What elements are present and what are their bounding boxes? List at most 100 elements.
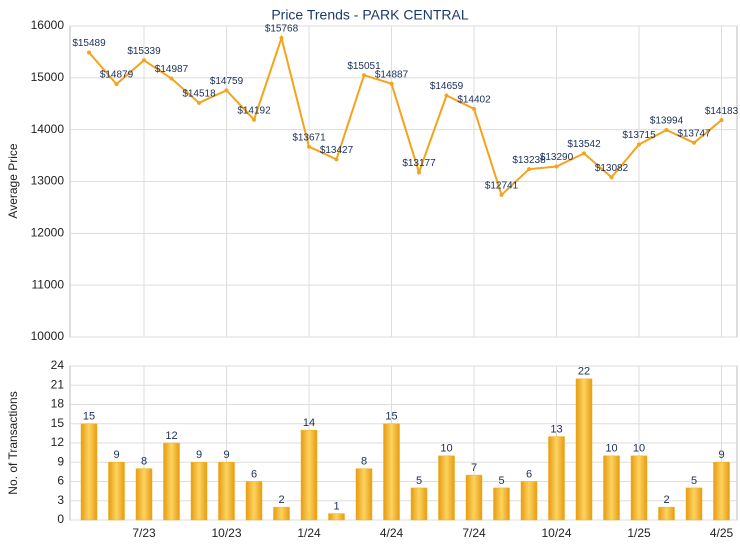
point — [417, 170, 421, 175]
data-label: 15 — [385, 411, 397, 423]
x-tick-label: 4/25 — [710, 526, 734, 540]
data-label: 12 — [165, 430, 177, 442]
bar — [80, 423, 98, 521]
data-label: 10 — [605, 443, 617, 455]
y-tick-label: 6 — [57, 474, 64, 488]
data-label: 8 — [361, 456, 367, 468]
x-tick-label: 7/24 — [462, 526, 486, 540]
x-tick-label: 1/25 — [627, 526, 651, 540]
point — [472, 106, 476, 111]
bar — [190, 462, 208, 521]
data-label: 5 — [498, 475, 504, 487]
data-label: 9 — [196, 449, 202, 461]
x-tick-label: 1/24 — [297, 526, 321, 540]
bar — [658, 506, 675, 521]
data-label: $15768 — [265, 24, 299, 35]
point — [279, 36, 284, 41]
y-tick-label: 0 — [57, 512, 64, 526]
bar — [493, 487, 510, 521]
data-label: $14659 — [430, 81, 464, 92]
data-label: 5 — [691, 475, 697, 487]
point — [582, 151, 586, 156]
y-tick-label: 12 — [51, 435, 65, 449]
point — [252, 117, 256, 122]
x-tick-label: 4/24 — [380, 526, 404, 540]
bar — [218, 462, 235, 521]
price-line — [88, 34, 723, 197]
data-label: $14987 — [155, 64, 189, 75]
bar — [163, 442, 180, 521]
data-label: $13671 — [292, 132, 326, 143]
data-label: 10 — [633, 443, 645, 455]
point — [87, 50, 91, 55]
chart-title: Price Trends - PARK CENTRAL — [271, 7, 469, 23]
bar — [438, 455, 455, 521]
data-label: 1 — [333, 500, 339, 512]
point — [362, 73, 366, 78]
data-label: 14 — [303, 417, 315, 429]
data-label: $14192 — [237, 105, 271, 116]
point — [719, 118, 724, 123]
bar — [355, 468, 373, 521]
point — [389, 81, 394, 86]
data-label: 7 — [471, 462, 477, 474]
data-label: $13427 — [320, 145, 354, 156]
point — [527, 167, 531, 172]
point — [169, 76, 174, 81]
point — [499, 192, 504, 197]
x-tick-label: 10/24 — [541, 526, 571, 540]
y-tick-label: 9 — [57, 454, 64, 468]
data-label: 6 — [251, 468, 257, 480]
y-tick-label: 15000 — [31, 70, 65, 84]
y-tick-label: 3 — [57, 493, 64, 507]
point — [307, 144, 311, 149]
data-label: $13747 — [677, 128, 711, 139]
point — [609, 175, 614, 180]
data-label: $14879 — [100, 70, 134, 81]
data-label: $14887 — [375, 69, 409, 80]
y-tick-label: 14000 — [31, 122, 65, 136]
y-axis-label: No. of Transactions — [6, 391, 20, 494]
data-label: 5 — [416, 475, 422, 487]
data-label: $13290 — [540, 152, 574, 163]
point — [197, 100, 201, 105]
data-label: 8 — [141, 456, 147, 468]
data-label: 13 — [550, 423, 562, 435]
bar — [328, 513, 345, 521]
bar — [713, 462, 730, 521]
bar — [465, 474, 483, 521]
bar — [410, 487, 428, 521]
data-label: 9 — [113, 449, 119, 461]
bar — [383, 423, 400, 521]
point — [114, 82, 119, 87]
y-axis-label: Average Price — [6, 143, 20, 218]
data-label: $14402 — [457, 94, 491, 105]
data-label: $14759 — [210, 76, 244, 87]
point — [444, 93, 449, 98]
data-label: $13238 — [512, 155, 546, 166]
data-label: $15339 — [127, 46, 161, 57]
bar — [135, 468, 153, 521]
y-tick-label: 10000 — [31, 329, 65, 343]
y-tick-label: 18 — [51, 397, 65, 411]
point — [637, 142, 641, 147]
y-tick-label: 15 — [51, 416, 65, 430]
bar — [630, 455, 648, 521]
data-label: $14518 — [182, 88, 216, 99]
data-label: $13177 — [402, 158, 436, 169]
x-tick-label: 7/23 — [132, 526, 156, 540]
bar — [575, 378, 593, 521]
bar — [245, 481, 263, 521]
data-label: 2 — [278, 494, 284, 506]
point — [692, 140, 696, 145]
data-label: 6 — [526, 468, 532, 480]
point — [334, 157, 339, 162]
y-tick-label: 16000 — [31, 18, 65, 32]
data-label: 2 — [663, 494, 669, 506]
data-label: $13082 — [595, 163, 629, 174]
y-tick-label: 13000 — [31, 174, 65, 188]
data-label: $14183 — [705, 106, 739, 117]
point — [224, 88, 229, 93]
bar — [108, 462, 125, 521]
